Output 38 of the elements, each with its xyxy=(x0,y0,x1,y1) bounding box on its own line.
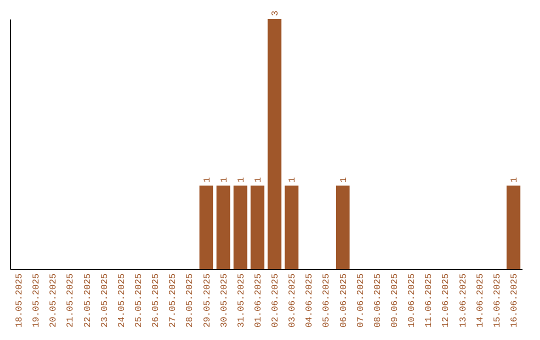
x-tick-label: 30.05.2025 xyxy=(219,274,230,328)
data-label: 1 xyxy=(509,177,520,183)
x-tick-label: 31.05.2025 xyxy=(236,274,246,328)
data-label: 1 xyxy=(288,177,298,183)
x-tick-label: 12.06.2025 xyxy=(441,274,452,328)
x-tick-label: 23.05.2025 xyxy=(100,274,110,328)
x-tick-label: 28.05.2025 xyxy=(185,274,196,328)
x-tick-label: 08.06.2025 xyxy=(372,274,383,328)
x-tick-label: 05.06.2025 xyxy=(322,274,332,328)
x-tick-label: 20.05.2025 xyxy=(48,274,59,328)
x-tick-label: 29.05.2025 xyxy=(202,274,212,328)
x-tick-label: 10.06.2025 xyxy=(407,274,418,328)
x-tick-label: 18.05.2025 xyxy=(14,274,25,328)
x-tick-label: 22.05.2025 xyxy=(82,274,93,328)
x-tick-label: 27.05.2025 xyxy=(168,274,178,328)
x-tick-label: 03.06.2025 xyxy=(288,274,298,328)
x-tick-label: 16.06.2025 xyxy=(509,274,520,328)
x-tick-label: 24.05.2025 xyxy=(116,274,127,328)
data-label: 1 xyxy=(236,177,246,183)
x-tick-label: 09.06.2025 xyxy=(390,274,400,328)
x-tick-label: 21.05.2025 xyxy=(66,274,76,328)
x-tick-label: 11.06.2025 xyxy=(424,274,434,328)
x-tick-label: 14.06.2025 xyxy=(475,274,486,328)
data-label: 3 xyxy=(270,10,281,16)
data-label: 1 xyxy=(253,177,264,183)
x-tick-label: 15.06.2025 xyxy=(492,274,502,328)
x-tick-label: 02.06.2025 xyxy=(270,274,281,328)
x-tick-label: 19.05.2025 xyxy=(32,274,42,328)
x-tick-label: 13.06.2025 xyxy=(458,274,468,328)
x-tick-label: 06.06.2025 xyxy=(338,274,349,328)
x-tick-label: 01.06.2025 xyxy=(253,274,264,328)
x-tick-label: 25.05.2025 xyxy=(134,274,144,328)
data-label: 1 xyxy=(338,177,349,183)
x-tick-label: 04.06.2025 xyxy=(304,274,315,328)
x-tick-label: 26.05.2025 xyxy=(151,274,162,328)
data-label: 1 xyxy=(219,177,230,183)
x-tick-label: 07.06.2025 xyxy=(356,274,366,328)
data-label: 1 xyxy=(202,177,212,183)
